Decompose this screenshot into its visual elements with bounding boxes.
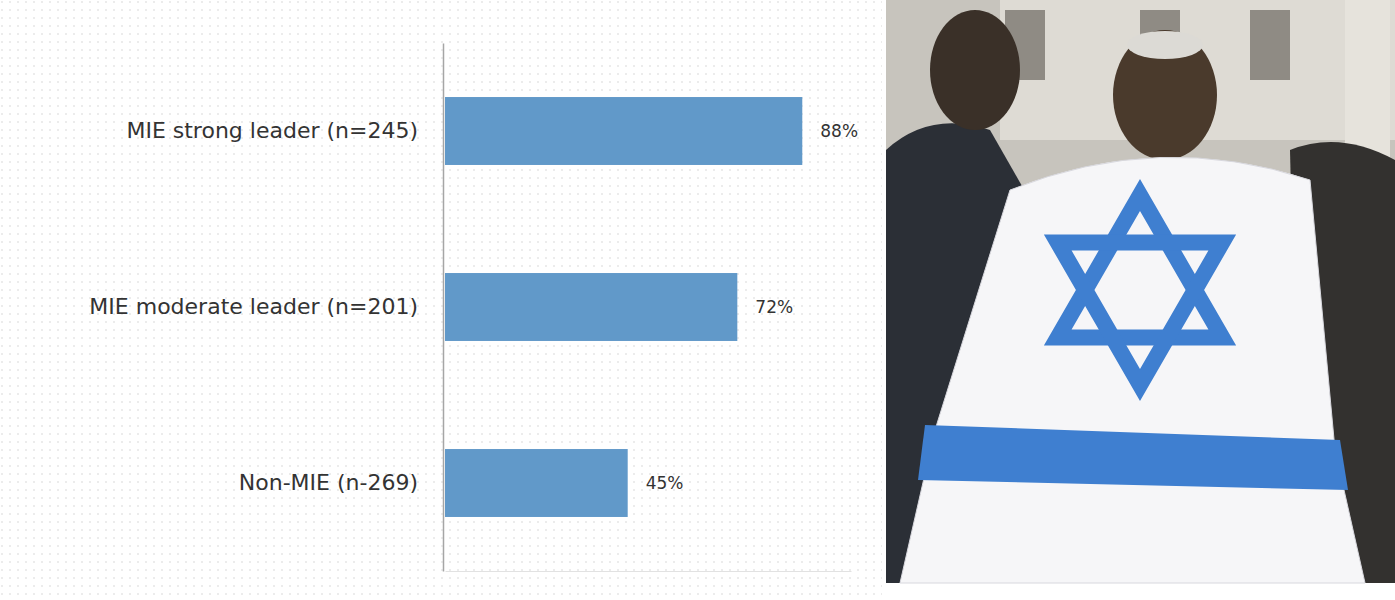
head xyxy=(1113,30,1217,160)
tick: MIE moderate leader (n=201) xyxy=(89,294,443,319)
y-axis: MIE strong leader (n=245) MIE moderate le… xyxy=(89,44,443,572)
x-axis xyxy=(446,571,852,572)
background xyxy=(0,0,882,600)
data-label: 88% xyxy=(820,121,858,141)
star-triangle xyxy=(1058,195,1223,338)
data-label: 72% xyxy=(755,297,793,317)
category-label: MIE strong leader (n=245) xyxy=(126,118,418,143)
data-labels: 88% 72% 45% xyxy=(646,121,858,493)
photo xyxy=(886,0,1395,583)
kippah xyxy=(1127,31,1203,59)
bar xyxy=(445,97,802,165)
bar xyxy=(445,449,628,517)
data-label: 45% xyxy=(646,473,684,493)
flag xyxy=(900,157,1365,583)
head-left xyxy=(930,10,1020,130)
photo-background xyxy=(886,0,1395,583)
tick: Non-MIE (n-269) xyxy=(239,470,443,495)
category-label: Non-MIE (n-269) xyxy=(239,470,418,495)
category-label: MIE moderate leader (n=201) xyxy=(89,294,418,319)
chart-svg: MIE strong leader (n=245) MIE moderate le… xyxy=(0,0,1395,600)
tick: MIE strong leader (n=245) xyxy=(126,118,443,143)
bars xyxy=(445,97,802,517)
x-axis-line xyxy=(446,571,852,572)
flag-stripe xyxy=(918,425,1348,490)
y-axis-line xyxy=(443,44,445,572)
window xyxy=(1250,10,1290,80)
star-triangle xyxy=(1058,243,1223,386)
bar xyxy=(445,273,737,341)
